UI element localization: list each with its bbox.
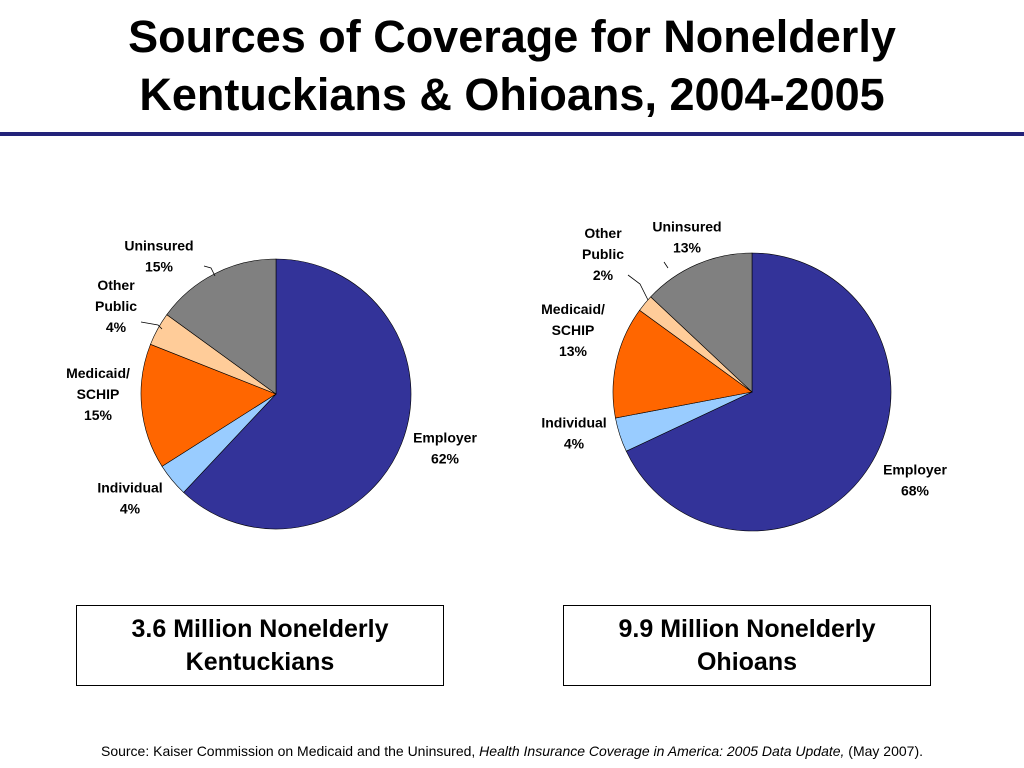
ohio-caption-line-1: 9.9 Million Nonelderly: [618, 614, 876, 643]
ohio-label-employer: Employer 68%: [883, 462, 947, 499]
ohio-label-other-public: Other Public 2%: [582, 225, 624, 283]
title-line-2: Kentuckians & Ohioans, 2004-2005: [139, 69, 885, 120]
page-title: Sources of Coverage for Nonelderly Kentu…: [0, 8, 1024, 124]
ohio-label-uninsured: Uninsured 13%: [652, 219, 721, 256]
kentucky-leader-other-public: [140, 321, 163, 330]
title-divider: [0, 132, 1024, 136]
ohio-caption-line-2: Ohioans: [696, 647, 797, 676]
kentucky-slice-employer: [183, 258, 412, 530]
kentucky-slice-medicaid-schip: [140, 343, 277, 467]
source-title: Health Insurance Coverage in America: 20…: [479, 743, 845, 759]
source-prefix: Source: Kaiser Commission on Medicaid an…: [100, 743, 480, 759]
kentucky-caption-line-1: 3.6 Million Nonelderly: [131, 614, 389, 643]
ohio-label-medicaid-schip: Medicaid/SCHIP 13%: [541, 301, 605, 359]
ohio-leader-other-public: [627, 274, 649, 301]
ohio-leader-uninsured: [663, 261, 669, 269]
ohio-caption: 9.9 Million Nonelderly Ohioans: [563, 605, 931, 686]
kentucky-label-other-public: Other Public 4%: [95, 277, 137, 335]
ohio-slice-employer: [625, 252, 892, 532]
ohio-slice-uninsured: [650, 252, 753, 393]
ohio-label-individual: Individual 4%: [541, 415, 606, 452]
kentucky-label-uninsured: Uninsured 15%: [124, 238, 193, 275]
kentucky-label-employer: Employer 62%: [413, 430, 477, 467]
source-note: Source: Kaiser Commission on Medicaid an…: [0, 742, 1024, 760]
kentucky-slice-uninsured: [166, 258, 277, 395]
kentucky-leader-uninsured: [203, 265, 216, 277]
ohio-slice-medicaid-schip: [612, 309, 753, 419]
title-line-1: Sources of Coverage for Nonelderly: [128, 11, 896, 62]
source-suffix: (May 2007).: [844, 743, 924, 759]
kentucky-caption: 3.6 Million Nonelderly Kentuckians: [76, 605, 444, 686]
kentucky-label-individual: Individual 4%: [97, 480, 162, 517]
kentucky-label-medicaid-schip: Medicaid/SCHIP 15%: [66, 365, 130, 423]
kentucky-caption-line-2: Kentuckians: [185, 647, 335, 676]
